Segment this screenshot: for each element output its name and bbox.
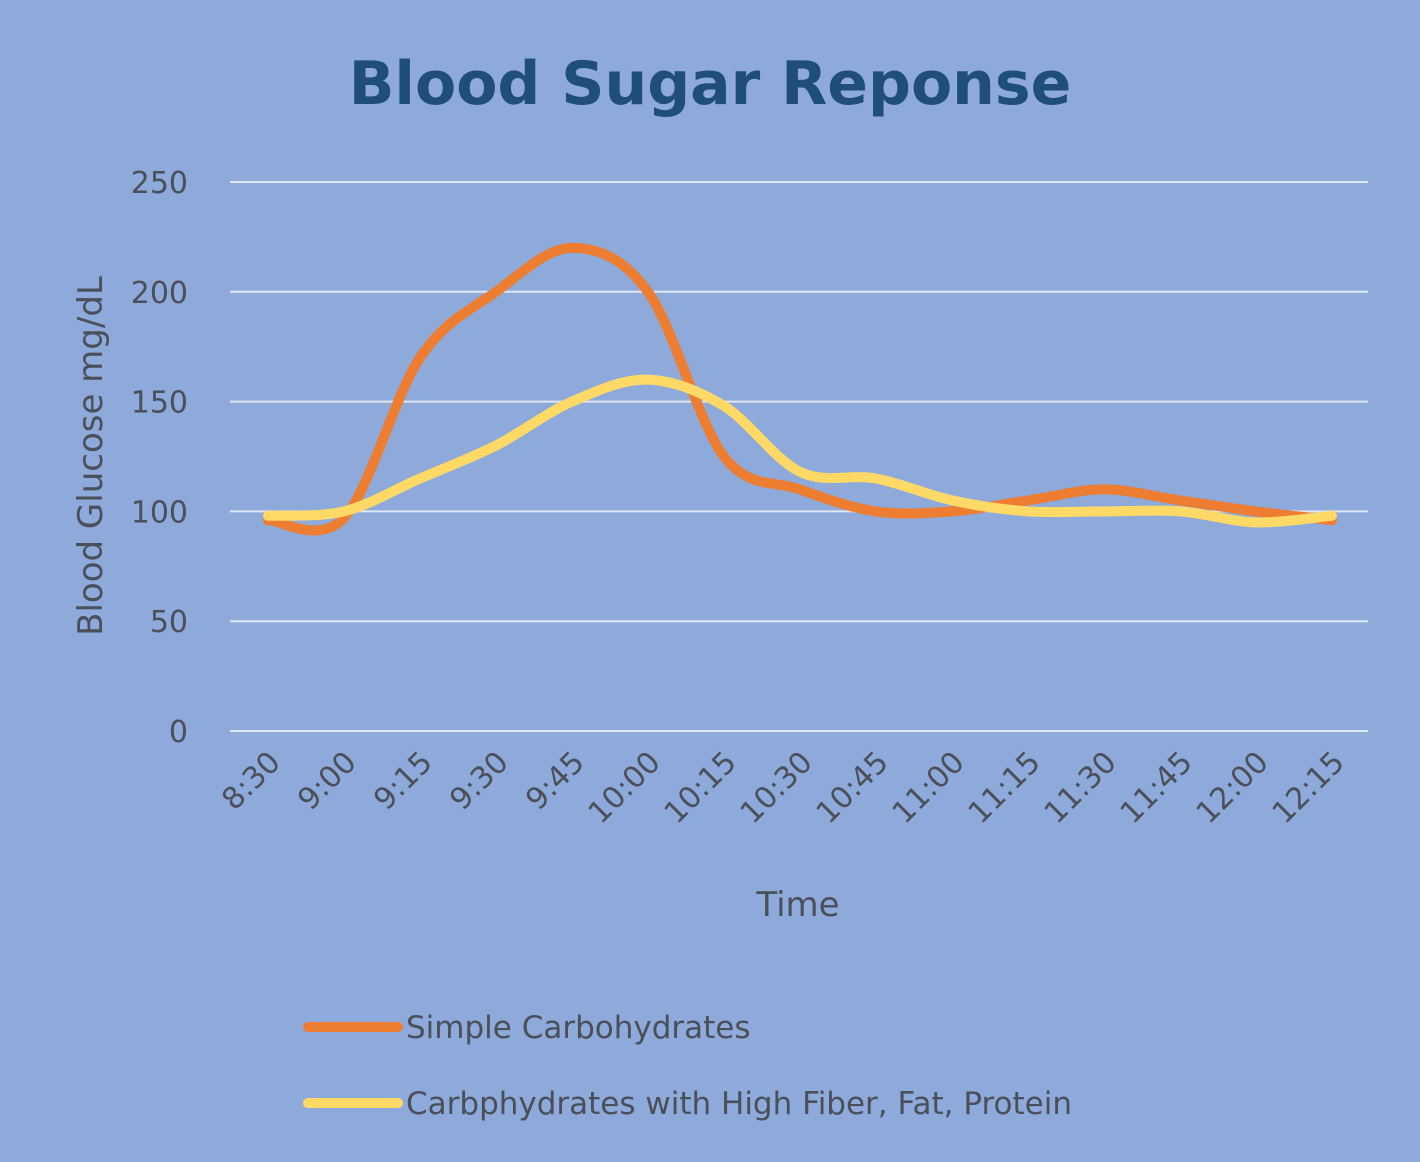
x-axis-title: Time [755, 885, 839, 925]
x-tick-label: 9:00 [291, 745, 363, 817]
y-axis-ticks: 0 50 100 150 200 250 [131, 166, 188, 750]
x-tick-label: 10:45 [810, 745, 896, 831]
x-tick-label: 9:15 [367, 745, 439, 817]
chart-title: Blood Sugar Reponse [349, 49, 1072, 119]
series-line-2 [263, 374, 1337, 528]
x-tick-label: 11:45 [1114, 745, 1200, 831]
y-tick-label: 100 [131, 495, 188, 530]
series-lines [263, 242, 1337, 536]
legend-label-2: Carbphydrates with High Fiber, Fat, Prot… [406, 1086, 1072, 1122]
y-tick-label: 200 [131, 276, 188, 311]
gridlines [230, 181, 1368, 732]
series-line-1 [263, 242, 1337, 536]
x-tick-label: 10:15 [658, 745, 744, 831]
y-tick-label: 150 [131, 386, 188, 421]
legend: Simple Carbohydrates Carbphydrates with H… [303, 1010, 1072, 1122]
x-tick-label: 12:00 [1190, 745, 1276, 831]
x-tick-label: 10:00 [582, 745, 668, 831]
x-tick-label: 11:00 [886, 745, 972, 831]
x-tick-label: 9:30 [443, 745, 515, 817]
x-tick-label: 10:30 [734, 745, 820, 831]
x-tick-label: 11:30 [1038, 745, 1124, 831]
legend-label-1: Simple Carbohydrates [406, 1010, 751, 1046]
x-tick-label: 8:30 [215, 745, 287, 817]
y-tick-label: 0 [169, 715, 188, 750]
x-axis-ticks: 8:30 9:00 9:15 9:30 9:4510:0010:1510:3010:45… [215, 745, 1351, 831]
y-axis-title: Blood Glucose mg/dL [71, 276, 111, 636]
x-tick-label: 12:15 [1266, 745, 1352, 831]
y-tick-label: 250 [131, 166, 188, 201]
x-tick-label: 11:15 [962, 745, 1048, 831]
y-tick-label: 50 [150, 605, 188, 640]
